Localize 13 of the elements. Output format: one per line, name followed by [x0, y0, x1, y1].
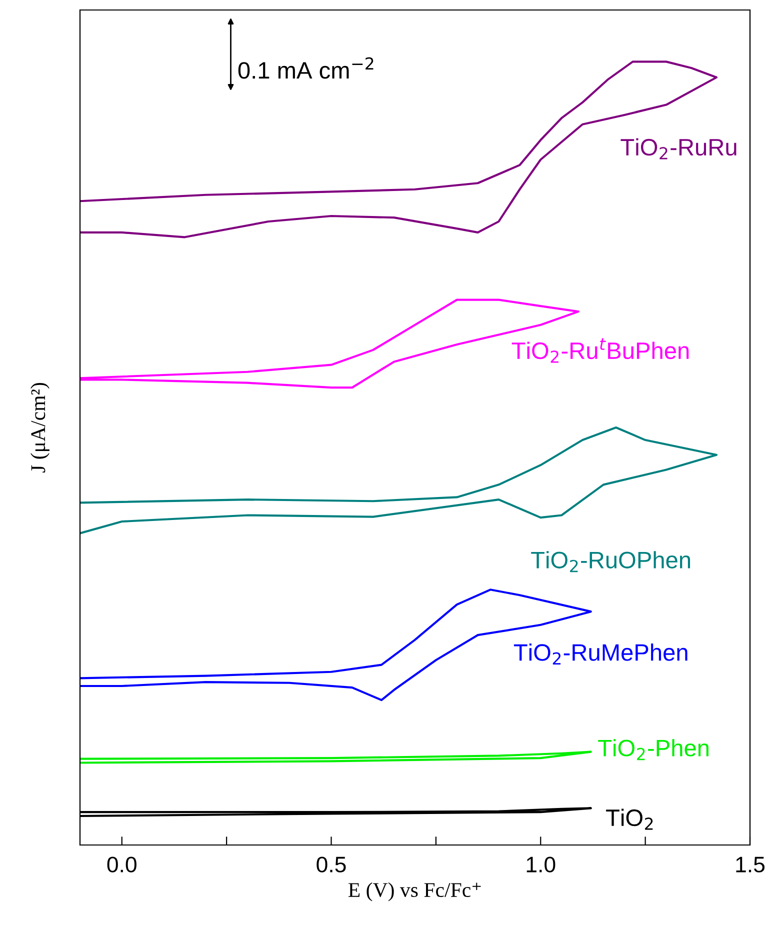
x-tick-label: 1.0 — [526, 856, 556, 872]
y-axis-title: J (μA/cm²) — [30, 382, 50, 473]
series-label: TiO$_{2}$-RuRu — [620, 138, 736, 160]
series-label: TiO$_{2}$ — [606, 808, 653, 830]
series-label: TiO$_{2}$-RuOPhen — [531, 551, 690, 572]
annotation: 0.1 mA cm$^{−2}$ — [238, 57, 374, 79]
x-tick-label: 0.0 — [107, 856, 136, 872]
x-axis-title: E (V) vs Fc/Fc⁺ — [348, 882, 481, 902]
series-label: TiO$_{2}$-Phen — [598, 739, 708, 760]
x-tick-label: 1.5 — [736, 856, 765, 872]
x-tick-label: 0.5 — [316, 856, 346, 872]
series-label: TiO$_{2}$-Ru$^{t}$BuPhen — [512, 338, 689, 363]
series-label: TiO$_{2}$-RuMePhen — [514, 644, 688, 665]
